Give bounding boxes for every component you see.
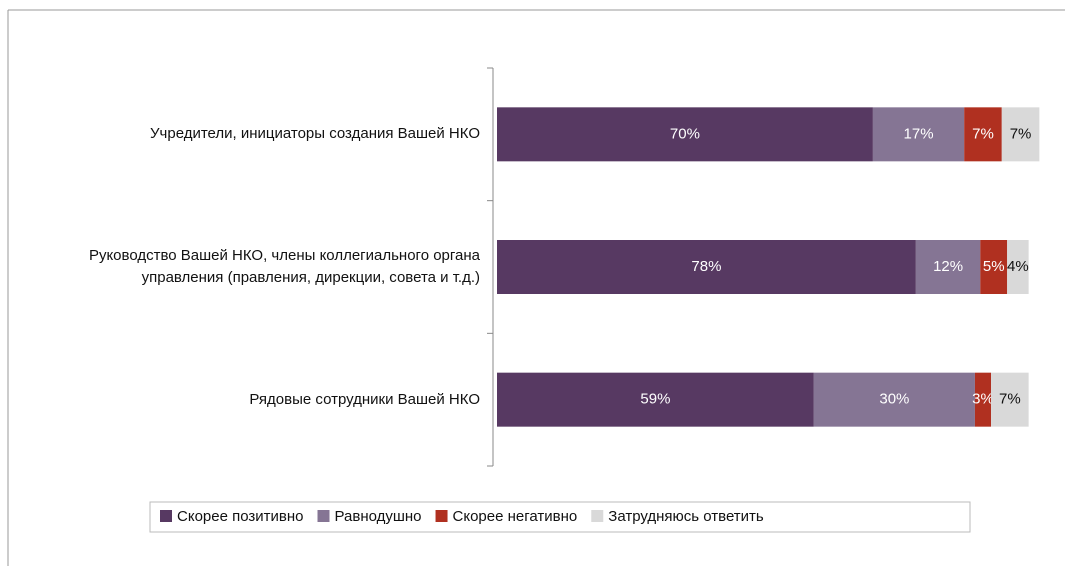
bar-segment [974,372,992,427]
data-label: 7% [1010,125,1032,142]
data-label: 4% [1007,258,1029,275]
legend-swatch [160,510,172,522]
bar-segment [980,240,1008,294]
legend-swatch [435,510,448,522]
bar-segment [497,240,916,294]
category-label: Руководство Вашей НКО, члены коллегиальн… [88,247,480,286]
data-label: 70% [670,125,700,142]
bar-segment [915,240,981,294]
bar-segment [497,107,873,162]
data-label: 7% [999,391,1021,408]
legend-label: Затрудняюсь ответить [608,508,764,525]
category-label: Рядовые сотрудники Вашей НКО [249,390,480,408]
legend-box [149,501,971,533]
data-label: 17% [904,125,934,142]
data-label: 78% [691,258,721,275]
data-label: 3% [972,391,994,408]
data-label: 59% [640,391,670,408]
bar-segment [991,372,1029,427]
bar-segment [813,372,975,427]
legend-swatch [317,510,330,522]
data-label: 12% [933,258,963,275]
data-label: 30% [879,391,909,408]
data-label: 7% [972,125,994,142]
category-label: Учредители, инициаторы создания Вашей НК… [150,125,480,143]
legend-label: Скорее негативно [453,508,578,525]
bar-segment [1007,240,1029,294]
bar-segment [497,372,814,427]
legend-label: Скорее позитивно [177,508,304,525]
legend-label: Равнодушно [335,508,422,525]
data-label: 5% [983,258,1005,275]
bar-segment [872,107,965,162]
bar-segment [1001,107,1040,162]
legend-swatch [591,510,604,522]
bar-segment [964,107,1002,162]
